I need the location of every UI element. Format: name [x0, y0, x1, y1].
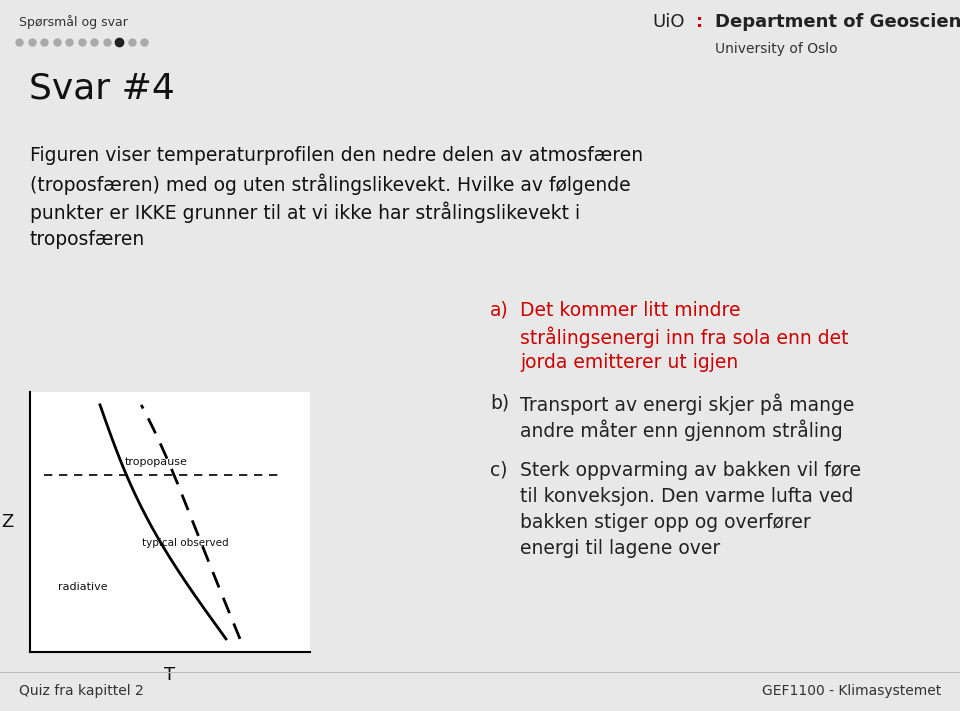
Text: typical observed: typical observed: [142, 538, 228, 547]
Text: radiative: radiative: [58, 582, 108, 592]
Text: GEF1100 - Klimasystemet: GEF1100 - Klimasystemet: [761, 685, 941, 698]
Text: energi til lagene over: energi til lagene over: [520, 539, 720, 558]
Text: Department of Geosciences: Department of Geosciences: [715, 14, 960, 31]
Text: troposfæren: troposfæren: [30, 230, 145, 249]
Text: b): b): [490, 394, 509, 413]
Text: University of Oslo: University of Oslo: [715, 41, 838, 55]
Text: bakken stiger opp og overfører: bakken stiger opp og overfører: [520, 513, 811, 532]
Text: til konveksjon. Den varme lufta ved: til konveksjon. Den varme lufta ved: [520, 487, 853, 506]
Text: punkter er IKKE grunner til at vi ikke har strålingslikevekt i: punkter er IKKE grunner til at vi ikke h…: [30, 202, 580, 223]
Text: Svar #4: Svar #4: [29, 72, 175, 106]
Text: Figuren viser temperaturprofilen den nedre delen av atmosfæren: Figuren viser temperaturprofilen den ned…: [30, 146, 643, 165]
Text: strålingsenergi inn fra sola enn det: strålingsenergi inn fra sola enn det: [520, 327, 849, 348]
Text: (troposfæren) med og uten strålingslikevekt. Hvilke av følgende: (troposfæren) med og uten strålingslikev…: [30, 174, 631, 196]
Text: T: T: [164, 666, 176, 684]
Text: Quiz fra kapittel 2: Quiz fra kapittel 2: [19, 685, 144, 698]
Text: andre måter enn gjennom stråling: andre måter enn gjennom stråling: [520, 420, 843, 442]
Text: a): a): [490, 301, 509, 320]
Text: Z: Z: [2, 513, 13, 531]
Text: jorda emitterer ut igjen: jorda emitterer ut igjen: [520, 353, 738, 372]
Text: Spørsmål og svar: Spørsmål og svar: [19, 15, 128, 29]
Text: UiO: UiO: [653, 14, 685, 31]
Text: Sterk oppvarming av bakken vil føre: Sterk oppvarming av bakken vil føre: [520, 461, 861, 480]
Text: Det kommer litt mindre: Det kommer litt mindre: [520, 301, 740, 320]
Text: :: :: [696, 14, 703, 31]
Text: c): c): [490, 461, 508, 480]
Text: tropopause: tropopause: [125, 457, 187, 467]
Text: Transport av energi skjer på mange: Transport av energi skjer på mange: [520, 394, 854, 415]
